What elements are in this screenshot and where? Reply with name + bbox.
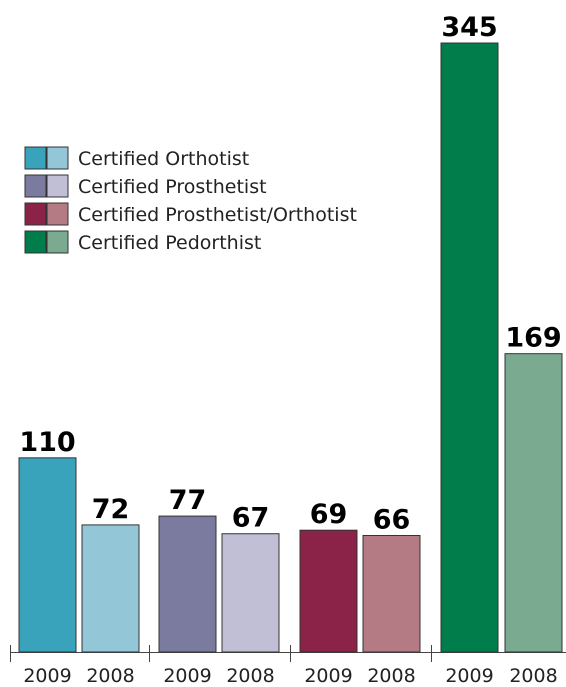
legend-swatch bbox=[46, 202, 69, 226]
x-tick-label: 2008 bbox=[509, 665, 557, 687]
legend-swatch bbox=[24, 230, 47, 254]
value-label: 169 bbox=[505, 323, 561, 354]
bar bbox=[362, 534, 421, 653]
x-tick-label: 2009 bbox=[445, 665, 493, 687]
value-label: 110 bbox=[19, 427, 75, 458]
legend-swatch bbox=[24, 202, 47, 226]
legend-swatch bbox=[46, 174, 69, 198]
legend-swatch bbox=[24, 174, 47, 198]
x-tick-label: 2008 bbox=[86, 665, 134, 687]
legend-swatch bbox=[46, 146, 69, 170]
x-tick-label: 2009 bbox=[163, 665, 211, 687]
legend-label: Certified Orthotist bbox=[78, 148, 249, 170]
x-tick-label: 2008 bbox=[226, 665, 274, 687]
legend-label: Certified Pedorthist bbox=[78, 232, 261, 254]
bar bbox=[299, 529, 358, 653]
x-tick-label: 2009 bbox=[304, 665, 352, 687]
bar bbox=[158, 515, 217, 653]
bar bbox=[81, 524, 140, 653]
value-label: 77 bbox=[169, 485, 207, 516]
bar bbox=[221, 533, 280, 653]
value-label: 345 bbox=[441, 12, 497, 43]
x-tick-label: 2009 bbox=[23, 665, 71, 687]
value-label: 67 bbox=[232, 503, 270, 534]
bar bbox=[440, 42, 499, 653]
bar bbox=[18, 457, 77, 653]
x-tick-label: 2008 bbox=[367, 665, 415, 687]
value-label: 66 bbox=[373, 504, 411, 535]
value-label: 72 bbox=[92, 494, 130, 525]
bar bbox=[504, 353, 563, 653]
legend-swatch bbox=[24, 146, 47, 170]
value-label: 69 bbox=[310, 499, 348, 530]
legend-label: Certified Prosthetist bbox=[78, 176, 267, 198]
legend-swatch bbox=[46, 230, 69, 254]
legend-label: Certified Prosthetist/Orthotist bbox=[78, 204, 357, 226]
